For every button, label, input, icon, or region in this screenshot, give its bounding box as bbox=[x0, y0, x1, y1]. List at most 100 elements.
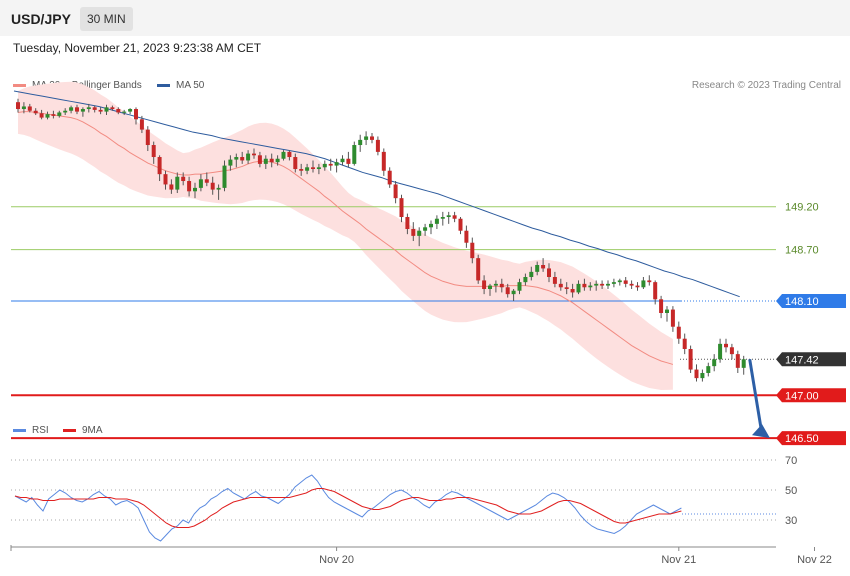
rsi-tick-70: 70 bbox=[785, 455, 797, 467]
level-tag-3: 147.42 bbox=[776, 352, 846, 367]
candle bbox=[98, 107, 103, 115]
candle bbox=[623, 277, 628, 288]
candle-body bbox=[334, 162, 339, 166]
candle-body bbox=[370, 136, 374, 140]
candle-body bbox=[576, 283, 581, 293]
level-tag-4: 147.00 bbox=[776, 388, 846, 403]
candle bbox=[228, 155, 233, 171]
candle bbox=[316, 163, 321, 175]
candle bbox=[287, 150, 292, 161]
candle-body bbox=[682, 338, 687, 349]
candle-body bbox=[269, 158, 274, 163]
candle bbox=[252, 148, 256, 159]
candle bbox=[39, 109, 44, 120]
candle bbox=[21, 102, 26, 114]
candle-body bbox=[493, 283, 498, 286]
rsi-swatch bbox=[13, 428, 26, 432]
candle-body bbox=[606, 283, 610, 286]
candle bbox=[387, 167, 392, 188]
rsi-legend-label: RSI bbox=[32, 425, 49, 436]
candle-body bbox=[393, 184, 398, 199]
candle bbox=[281, 150, 286, 161]
candle bbox=[340, 155, 345, 166]
candle bbox=[216, 184, 221, 200]
candle-body bbox=[482, 280, 487, 290]
candle bbox=[198, 174, 203, 192]
candle bbox=[405, 213, 410, 235]
candle bbox=[606, 280, 610, 290]
candle bbox=[275, 155, 280, 166]
candle bbox=[611, 278, 616, 288]
candle bbox=[429, 220, 433, 235]
candle bbox=[712, 354, 717, 372]
ma9-swatch bbox=[63, 428, 76, 432]
ma20-swatch bbox=[13, 83, 26, 87]
candle-body bbox=[505, 287, 510, 295]
candle bbox=[446, 211, 451, 224]
candle-body bbox=[429, 223, 433, 228]
candle bbox=[452, 211, 457, 223]
level-label-0: 149.20 bbox=[785, 202, 819, 214]
candle bbox=[116, 107, 121, 115]
candle-body bbox=[116, 109, 121, 113]
rsi-line bbox=[14, 474, 682, 542]
candle-body bbox=[446, 215, 451, 218]
level-label-4: 147.00 bbox=[785, 390, 819, 402]
candle-body bbox=[263, 158, 268, 164]
ma20-legend-label: MA 20 + Bollinger Bands bbox=[32, 80, 142, 91]
candle bbox=[411, 222, 416, 242]
timeframe-button[interactable]: 30 MIN bbox=[80, 7, 133, 31]
candle-body bbox=[122, 111, 127, 113]
candle bbox=[122, 109, 127, 116]
level-label-5: 146.50 bbox=[785, 433, 819, 445]
ma20-line bbox=[17, 111, 674, 365]
candle bbox=[204, 172, 209, 187]
candle bbox=[104, 104, 109, 116]
candle bbox=[493, 280, 498, 293]
candle-body bbox=[198, 179, 203, 188]
candle-body bbox=[452, 215, 457, 219]
candle-body bbox=[145, 129, 150, 146]
candle-body bbox=[375, 139, 380, 152]
candle bbox=[517, 278, 522, 295]
candle bbox=[157, 155, 162, 182]
candle-body bbox=[257, 155, 262, 164]
candle bbox=[670, 306, 675, 332]
candle-body bbox=[33, 110, 38, 114]
candle-body bbox=[552, 277, 557, 284]
candle bbox=[547, 263, 551, 283]
legend-rsi: RSI bbox=[13, 425, 49, 436]
candle bbox=[393, 181, 398, 204]
projection-arrow-shaft bbox=[748, 359, 764, 435]
candle bbox=[399, 194, 404, 223]
candle bbox=[600, 280, 605, 290]
candle-body bbox=[665, 309, 669, 313]
candle-body bbox=[611, 282, 616, 284]
candle bbox=[729, 343, 734, 360]
candle bbox=[246, 150, 251, 164]
candle bbox=[134, 107, 138, 125]
candle bbox=[464, 225, 469, 248]
candle bbox=[80, 107, 85, 117]
candle-body bbox=[411, 229, 416, 236]
candle bbox=[45, 111, 50, 120]
ma9-legend-label: 9MA bbox=[82, 425, 103, 436]
candle-body bbox=[175, 176, 180, 190]
candle-body bbox=[653, 282, 658, 300]
candle-body bbox=[63, 110, 68, 113]
candle bbox=[735, 350, 740, 373]
candle-body bbox=[316, 167, 321, 170]
candle bbox=[511, 289, 516, 301]
candle bbox=[151, 141, 156, 164]
candle bbox=[63, 108, 68, 116]
candle bbox=[139, 115, 144, 134]
candle bbox=[322, 160, 327, 171]
level-tag-bg-2 bbox=[776, 294, 846, 308]
candle bbox=[364, 131, 369, 146]
candle bbox=[659, 295, 664, 319]
candle-body bbox=[305, 167, 310, 171]
candle-body bbox=[27, 106, 32, 111]
candle bbox=[187, 176, 192, 197]
candle-body bbox=[647, 280, 652, 283]
candle-body bbox=[735, 354, 740, 368]
